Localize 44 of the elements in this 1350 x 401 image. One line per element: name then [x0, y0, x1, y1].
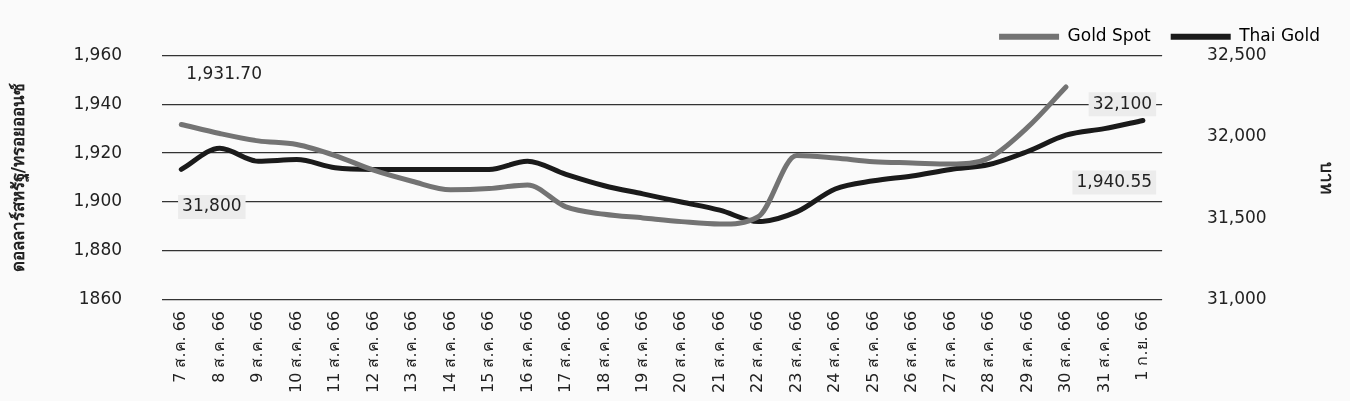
annotation: 1,931.70 — [186, 62, 262, 83]
x-tick-label: 17 ส.ค. 66 — [555, 310, 575, 393]
x-tick-label: 20 ส.ค. 66 — [670, 310, 690, 393]
y-tick-label: 1,940 — [73, 92, 123, 113]
x-tick-label: 13 ส.ค. 66 — [401, 310, 421, 393]
x-tick-label: 21 ส.ค. 66 — [708, 310, 728, 393]
annotation: 31,800 — [182, 195, 242, 216]
x-tick-label: 19 ส.ค. 66 — [632, 310, 652, 393]
x-tick-label: 9 ส.ค. 66 — [247, 310, 267, 383]
x-tick-label: 15 ส.ค. 66 — [478, 310, 498, 393]
y-tick-label: 1,900 — [73, 190, 123, 211]
x-tick-label: 10 ส.ค. 66 — [285, 310, 305, 393]
x-tick-label: 16 ส.ค. 66 — [516, 310, 536, 393]
y-tick-label: 1,920 — [73, 141, 123, 162]
legend-label: Thai Gold — [1238, 25, 1321, 46]
x-tick-label: 23 ส.ค. 66 — [785, 310, 805, 393]
annotation: 1,940.55 — [1076, 170, 1153, 191]
x-tick-label: 26 ส.ค. 66 — [901, 310, 921, 393]
y2-tick-label: 32,500 — [1207, 43, 1267, 64]
x-tick-label: 14 ส.ค. 66 — [439, 310, 459, 393]
x-tick-label: 25 ส.ค. 66 — [862, 310, 882, 393]
x-tick-label: 11 ส.ค. 66 — [324, 310, 344, 393]
x-tick-label: 8 ส.ค. 66 — [208, 310, 228, 383]
x-tick-label: 28 ส.ค. 66 — [978, 310, 998, 393]
x-tick-label: 22 ส.ค. 66 — [747, 310, 767, 393]
y2-axis-title: บาท — [1317, 161, 1338, 194]
y2-tick-label: 31,500 — [1207, 206, 1267, 227]
legend-label: Gold Spot — [1067, 25, 1152, 46]
x-tick-label: 18 ส.ค. 66 — [593, 310, 613, 393]
y2-tick-label: 31,000 — [1207, 288, 1267, 309]
x-tick-label: 7 ส.ค. 66 — [170, 310, 190, 383]
y-axis-title: ดอลลาร์สหรัฐ/ทรอยออนซ์ — [7, 82, 30, 273]
annotation: 32,100 — [1092, 92, 1153, 113]
x-tick-label: 29 ส.ค. 66 — [1016, 310, 1036, 393]
x-tick-label: 31 ส.ค. 66 — [1093, 310, 1113, 393]
y-tick-label: 1860 — [78, 288, 123, 309]
y-tick-label: 1,880 — [73, 239, 123, 260]
x-tick-label: 30 ส.ค. 66 — [1055, 310, 1075, 393]
x-tick-label: 12 ส.ค. 66 — [362, 310, 382, 393]
x-tick-label: 1 ก.ย. 66 — [1132, 310, 1152, 381]
x-tick-label: 24 ส.ค. 66 — [824, 310, 844, 393]
y-tick-label: 1,960 — [73, 43, 123, 64]
y2-tick-label: 32,000 — [1207, 125, 1267, 146]
x-tick-label: 27 ส.ค. 66 — [939, 310, 959, 393]
